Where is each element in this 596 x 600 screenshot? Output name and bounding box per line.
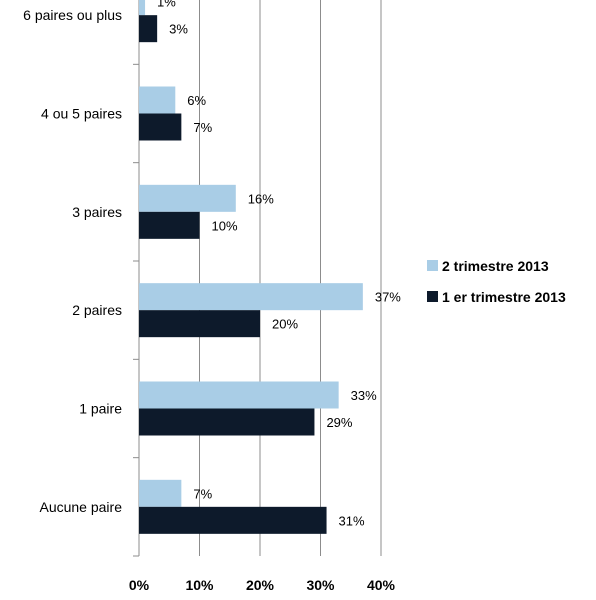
- bar: [139, 113, 182, 141]
- bars: [139, 0, 363, 534]
- data-label: 3%: [169, 22, 188, 37]
- category-label: 2 paires: [72, 302, 122, 318]
- x-tick-label: 10%: [185, 577, 214, 593]
- category-label: 3 paires: [72, 204, 122, 220]
- data-label: 1%: [157, 0, 176, 10]
- bar: [139, 211, 200, 239]
- category-label: 1 paire: [79, 401, 122, 417]
- bar: [139, 506, 327, 534]
- data-label: 10%: [212, 218, 238, 233]
- legend-swatch: [427, 291, 438, 302]
- bar: [139, 15, 158, 43]
- legend: 2 trimestre 2013 1 er trimestre 2013: [427, 258, 566, 305]
- category-label: Aucune paire: [39, 499, 122, 515]
- bar: [139, 408, 315, 436]
- data-label: 31%: [339, 513, 365, 528]
- x-tick-label: 40%: [367, 577, 396, 593]
- legend-label: 1 er trimestre 2013: [442, 289, 566, 305]
- labels: 0% 10% 20% 30% 40% 6 paires ou plus 1% 3% 4 ou 5…: [23, 0, 401, 593]
- legend-label: 2 trimestre 2013: [442, 258, 549, 274]
- category-label: 4 ou 5 paires: [41, 106, 122, 122]
- bar: [139, 86, 176, 114]
- bar: [139, 184, 236, 212]
- bar: [139, 479, 182, 507]
- data-label: 37%: [375, 290, 401, 305]
- data-label: 7%: [193, 120, 212, 135]
- axes: [133, 0, 140, 557]
- data-label: 20%: [272, 317, 298, 332]
- bar: [139, 0, 146, 16]
- bar: [139, 381, 339, 409]
- legend-swatch: [427, 260, 438, 271]
- x-tick-label: 0%: [129, 577, 150, 593]
- bar: [139, 310, 260, 338]
- data-label: 29%: [326, 415, 352, 430]
- category-label: 6 paires ou plus: [23, 7, 122, 23]
- data-label: 7%: [193, 486, 212, 501]
- x-tick-label: 20%: [246, 577, 275, 593]
- data-label: 16%: [248, 191, 274, 206]
- bar: [139, 283, 363, 311]
- grid-lines: [199, 0, 382, 556]
- x-tick-label: 30%: [306, 577, 335, 593]
- data-label: 6%: [187, 93, 206, 108]
- data-label: 33%: [351, 388, 377, 403]
